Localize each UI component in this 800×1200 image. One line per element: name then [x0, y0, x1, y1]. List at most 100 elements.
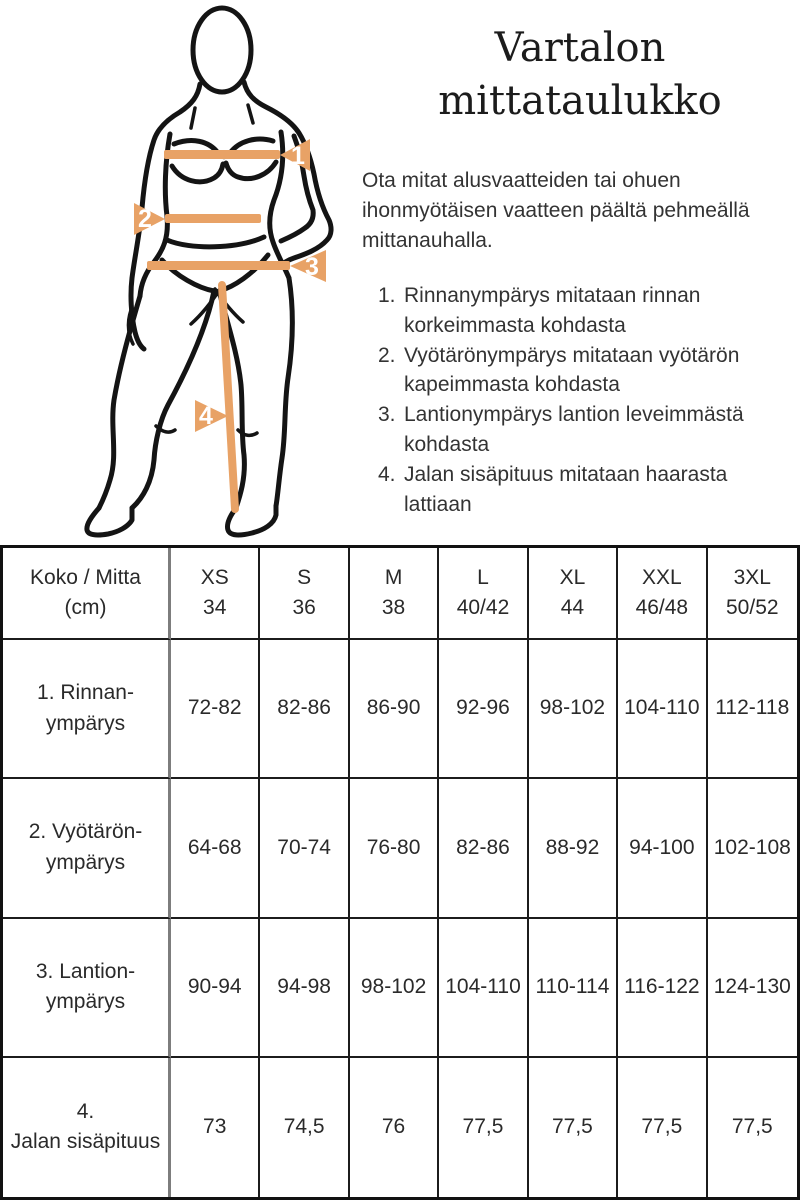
size-number: 38	[381, 596, 406, 619]
inseam-measure-line	[218, 281, 239, 513]
col-header-xl: XL 44	[528, 548, 619, 640]
instruction-number: 1.	[378, 284, 396, 307]
table-value-cell: 92-96	[439, 640, 529, 780]
intro-text: Ota mitat alusvaatteiden tai ohuen ihonm…	[362, 169, 750, 252]
table-value-cell: 110-114	[528, 918, 619, 1058]
table-value-cell: 82-86	[439, 779, 529, 919]
row-label-hip: 3. Lantion- ympärys	[3, 918, 171, 1058]
instruction-number: 3.	[378, 403, 396, 427]
col-header-m: M 38	[349, 548, 440, 640]
bust-measure-bar	[164, 150, 280, 159]
right-knee-detail	[236, 428, 259, 438]
instruction-item-1: 1. Rinnanympärys mitataan rinnan korkeim…	[378, 281, 792, 341]
table-value-cell: 94-98	[260, 918, 350, 1058]
table-value-cell: 94-100	[618, 779, 708, 919]
instruction-number: 2.	[378, 343, 396, 367]
size-number: 44	[560, 596, 585, 619]
bust-marker-triangle	[280, 139, 310, 171]
table-value-cell: 76-80	[349, 779, 440, 919]
page-title-line1: Vartalon	[494, 25, 666, 71]
size-name: XXL	[642, 565, 682, 589]
table-value-cell: 104-110	[439, 918, 529, 1058]
size-number: 34	[203, 596, 227, 619]
table-value-cell: 82-86	[260, 640, 350, 780]
row-label-inseam: 4. Jalan sisäpituus	[3, 1057, 171, 1197]
left-knee-detail	[154, 424, 177, 434]
instruction-text: Lantionympärys lantion leveimmästä kohda…	[404, 403, 744, 457]
table-corner-header: Koko / Mitta (cm)	[3, 548, 171, 640]
table-value-cell: 76	[350, 1057, 440, 1197]
col-header-xs: XS 34	[171, 548, 261, 640]
row-label-line1: 4.	[76, 1099, 95, 1123]
instruction-item-2: 2. Vyötärönympärys mitataan vyötärön kap…	[378, 341, 792, 401]
table-value-cell: 124-130	[707, 919, 797, 1058]
row-label-line1: 1. Rinnan-	[37, 681, 134, 705]
waist-marker-triangle	[134, 203, 165, 235]
col-header-s: S 36	[260, 548, 350, 640]
thigh-cross-line-left	[189, 287, 222, 326]
bra-cup-left	[169, 161, 226, 185]
table-value-cell: 72-82	[171, 640, 261, 780]
bra-cup-right	[223, 159, 279, 182]
bust-marker-number: 1	[291, 142, 305, 170]
right-leg-outer-outline	[273, 275, 295, 509]
hip-marker-triangle	[290, 250, 326, 282]
table-value-cell: 98-102	[349, 918, 440, 1058]
row-label-bust: 1. Rinnan- ympärys	[3, 640, 171, 780]
size-number: 36	[292, 596, 316, 619]
corner-label-line1: Koko / Mitta	[30, 565, 141, 589]
hip-measure-bar	[147, 261, 290, 270]
row-label-line2: ympärys	[45, 850, 126, 874]
row-label-line1: 3. Lantion-	[35, 959, 136, 983]
size-name: M	[384, 565, 403, 589]
table-value-cell: 88-92	[528, 779, 619, 919]
instruction-list: 1. Rinnanympärys mitataan rinnan korkeim…	[378, 281, 792, 520]
size-number: 50/52	[726, 596, 779, 619]
bra-strap-left	[189, 106, 197, 130]
row-label-line2: ympärys	[45, 990, 126, 1014]
table-value-cell: 90-94	[171, 918, 261, 1058]
table-value-cell: 64-68	[171, 779, 261, 919]
left-leg-inner-outline	[129, 288, 217, 511]
body-figure-illustration: 1 2 3 4	[78, 0, 358, 545]
left-foot-outline	[84, 505, 135, 538]
table-value-cell: 86-90	[349, 640, 440, 780]
hip-marker-number: 3	[305, 253, 319, 281]
table-value-cell: 102-108	[707, 779, 797, 919]
size-table: Koko / Mitta (cm) XS 34 S 36 M 38 L 40/4…	[0, 545, 800, 1200]
table-value-cell: 77,5	[618, 1057, 708, 1197]
bra-strap-right	[246, 103, 255, 125]
table-value-cell: 116-122	[618, 918, 708, 1058]
size-name: XL	[559, 565, 586, 589]
row-label-line2: Jalan sisäpituus	[10, 1130, 161, 1154]
body-figure-svg: 1 2 3 4	[84, 5, 334, 538]
instruction-number: 4.	[378, 462, 396, 486]
instruction-text: Jalan sisäpituus mitataan haarasta latti…	[404, 462, 728, 516]
instruction-item-3: 3. Lantionympärys lantion leveimmästä ko…	[378, 400, 792, 460]
table-value-cell: 98-102	[528, 640, 619, 780]
instruction-text: Rinnanympärys mitataan rinnan korkeimmas…	[404, 284, 701, 337]
col-header-xxl: XXL 46/48	[618, 548, 708, 640]
left-leg-outer-outline	[96, 293, 143, 511]
table-value-cell: 74,5	[260, 1057, 350, 1197]
corner-label-line2: (cm)	[64, 596, 107, 619]
torso-left-outline	[137, 131, 173, 299]
right-leg-inner-outline	[216, 288, 247, 511]
instruction-text: Vyötärönympärys mitataan vyötärön kapeim…	[404, 343, 740, 397]
page-title-line2: mittataulukko	[438, 77, 722, 124]
panties-right-edge	[216, 252, 271, 294]
table-value-cell: 112-118	[707, 640, 797, 780]
panties-waistband	[164, 234, 267, 250]
table-value-cell: 77,5	[731, 1115, 773, 1139]
row-label-line2: ympärys	[45, 711, 126, 735]
right-arm-outline	[241, 79, 334, 270]
instruction-item-4: 4. Jalan sisäpituus mitataan haarasta la…	[378, 460, 792, 520]
body-outline	[84, 5, 334, 538]
table-value-cell: 104-110	[618, 640, 708, 780]
page-title: Vartalon mittataulukko	[360, 22, 800, 128]
torso-right-outline	[267, 129, 292, 281]
size-name: S	[297, 565, 312, 589]
inseam-marker-triangle	[195, 400, 228, 432]
measurement-overlays: 1 2 3 4	[134, 139, 326, 513]
